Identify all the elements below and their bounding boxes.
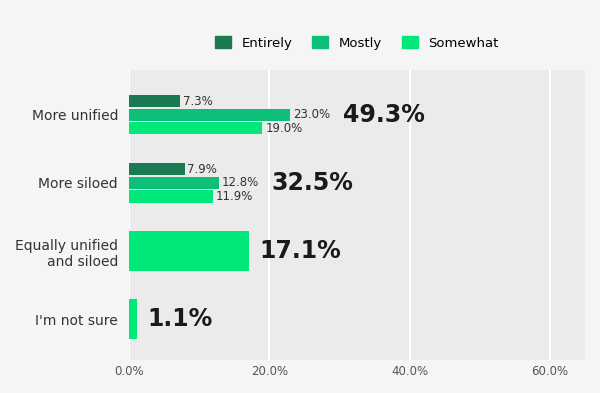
Bar: [129, 299, 137, 339]
Text: 7.3%: 7.3%: [183, 95, 213, 108]
Text: 17.1%: 17.1%: [260, 239, 341, 263]
Bar: [129, 95, 181, 107]
Bar: [129, 122, 262, 134]
Text: 11.9%: 11.9%: [215, 190, 253, 203]
Text: 32.5%: 32.5%: [271, 171, 353, 195]
Text: 19.0%: 19.0%: [265, 122, 302, 135]
Text: 49.3%: 49.3%: [343, 103, 425, 127]
Bar: [129, 190, 212, 203]
Bar: [129, 108, 290, 121]
Text: 1.1%: 1.1%: [148, 307, 212, 331]
Bar: [129, 163, 185, 175]
Text: 12.8%: 12.8%: [221, 176, 259, 189]
Legend: Entirely, Mostly, Somewhat: Entirely, Mostly, Somewhat: [215, 37, 499, 50]
Text: 23.0%: 23.0%: [293, 108, 331, 121]
Text: 7.9%: 7.9%: [187, 163, 217, 176]
Bar: [129, 177, 219, 189]
Bar: [129, 231, 249, 271]
